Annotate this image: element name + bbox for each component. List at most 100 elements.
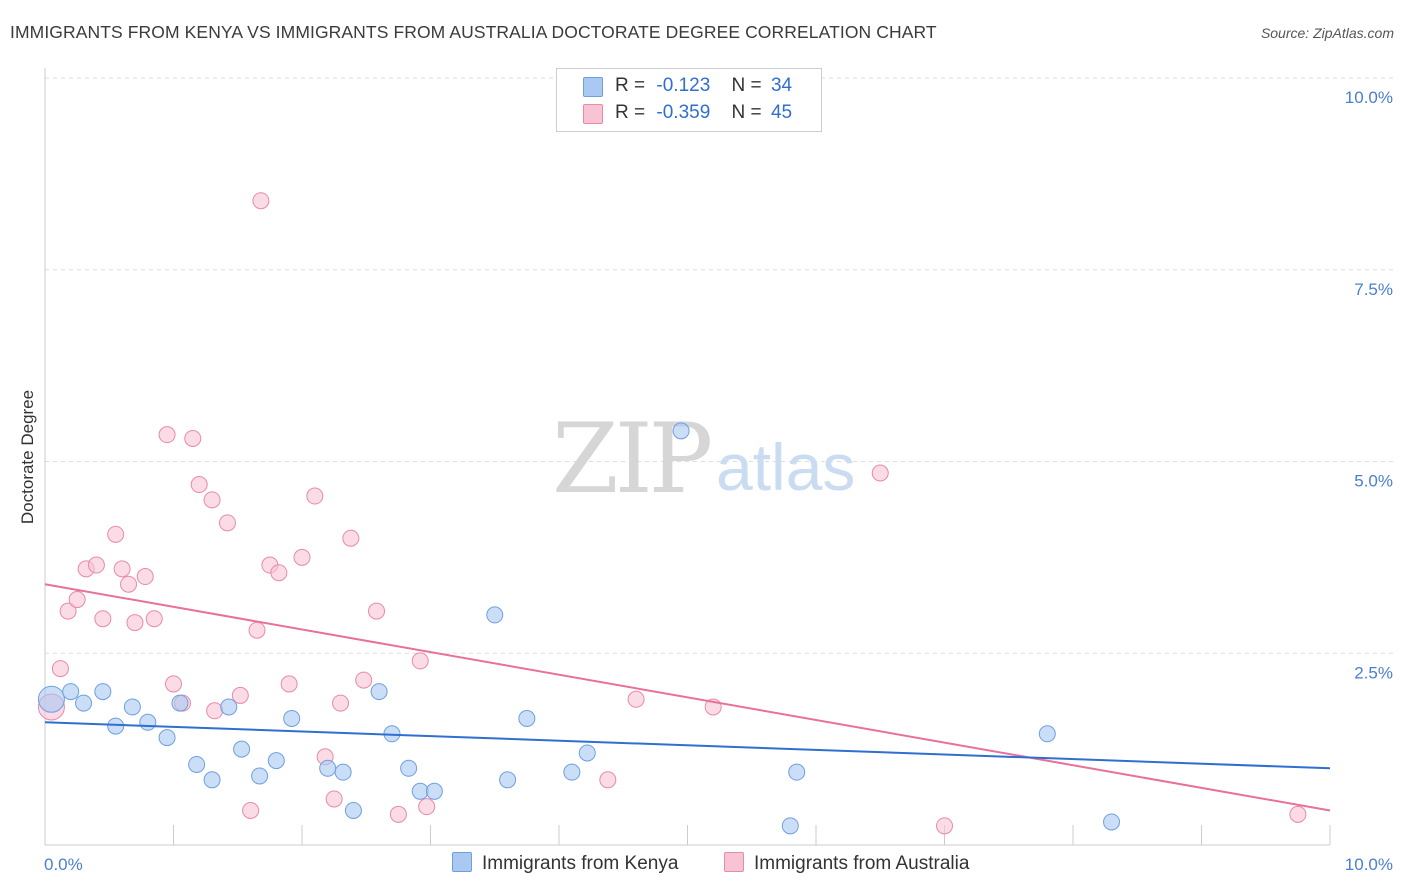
kenya-swatch <box>583 77 603 97</box>
bottom-legend-australia: Immigrants from Australia <box>724 852 969 875</box>
australia-point <box>113 560 131 578</box>
x-tick-label: 0.0% <box>44 855 83 874</box>
australia-point <box>165 675 182 693</box>
kenya-point <box>672 422 690 440</box>
kenya-point <box>220 698 238 716</box>
australia-trend-line <box>44 583 1331 812</box>
r-value: -0.123 <box>656 75 711 96</box>
kenya-trend-line <box>44 721 1331 770</box>
australia-point <box>184 429 202 447</box>
australia-point <box>231 686 249 704</box>
kenya-point <box>203 771 221 789</box>
australia-swatch <box>583 104 603 124</box>
kenya-point <box>251 767 269 785</box>
australia-point <box>120 575 138 593</box>
kenya-point <box>578 744 596 762</box>
australia-point <box>218 514 236 532</box>
kenya-point <box>107 717 125 735</box>
australia-point <box>190 476 208 494</box>
x-tick-label: 10.0% <box>1345 855 1393 874</box>
kenya-point <box>400 759 418 777</box>
australia-point <box>871 464 889 482</box>
australia-legend-label: Immigrants from Australia <box>754 853 970 874</box>
kenya-point <box>411 782 429 800</box>
australia-point <box>342 529 360 547</box>
kenya-point <box>267 752 285 770</box>
australia-point <box>306 487 324 505</box>
australia-point <box>51 660 69 678</box>
australia-point <box>411 652 429 670</box>
kenya-point <box>788 763 806 781</box>
australia-point <box>418 798 436 816</box>
australia-point <box>270 564 288 582</box>
australia-point <box>126 614 144 632</box>
australia-point <box>206 702 224 720</box>
kenya-point <box>62 683 80 701</box>
australia-point <box>627 690 645 708</box>
australia-point <box>599 771 617 789</box>
australia-point <box>252 192 270 210</box>
trend-lines <box>44 583 1331 812</box>
australia-point <box>389 805 407 823</box>
n-label: N = <box>731 102 762 123</box>
kenya-point <box>171 694 189 712</box>
y-tick-label: 7.5% <box>1354 280 1393 299</box>
y-tick-label: 5.0% <box>1354 472 1393 491</box>
australia-point <box>248 621 266 639</box>
correlation-legend: R = -0.123 N = 34 R = -0.359 N = 45 <box>556 68 822 132</box>
tick-labels: 2.5% 5.0% 7.5% 10.0% 0.0% 10.0% <box>44 88 1393 874</box>
australia-point <box>293 548 311 566</box>
kenya-point <box>123 698 141 716</box>
australia-point <box>68 591 86 609</box>
kenya-point <box>75 694 93 712</box>
kenya-point <box>344 801 362 819</box>
n-label: N = <box>731 75 762 96</box>
kenya-point <box>37 685 65 713</box>
australia-point <box>242 801 260 819</box>
kenya-point <box>370 683 388 701</box>
kenya-point <box>139 713 157 731</box>
chart-title: IMMIGRANTS FROM KENYA VS IMMIGRANTS FROM… <box>10 22 937 42</box>
bottom-legend-kenya: Immigrants from Kenya <box>452 852 678 875</box>
watermark-atlas: atlas <box>716 430 855 504</box>
australia-point <box>355 671 373 689</box>
kenya-point <box>518 709 536 727</box>
australia-point <box>203 491 221 509</box>
r-label: R = <box>615 102 646 123</box>
kenya-points <box>37 422 1121 835</box>
kenya-point <box>158 729 176 747</box>
kenya-point <box>425 782 443 800</box>
y-tick-label: 2.5% <box>1354 663 1393 682</box>
kenya-legend-swatch <box>452 852 472 872</box>
source-label: Source: ZipAtlas.com <box>1260 25 1394 41</box>
kenya-point <box>486 606 504 624</box>
y-axis-label: Doctorate Degree <box>18 390 37 524</box>
australia-point <box>145 610 163 628</box>
australia-point <box>332 694 350 712</box>
kenya-point <box>319 759 337 777</box>
australia-point <box>368 602 386 620</box>
australia-point <box>936 817 953 835</box>
r-value: -0.359 <box>656 102 711 123</box>
kenya-point <box>188 755 206 773</box>
australia-point <box>136 568 154 586</box>
kenya-point <box>563 763 581 781</box>
n-value: 34 <box>770 75 793 96</box>
kenya-point <box>283 709 301 727</box>
australia-point <box>1289 805 1307 823</box>
n-value: 45 <box>770 102 793 123</box>
kenya-legend-label: Immigrants from Kenya <box>482 853 679 874</box>
australia-point <box>59 602 77 620</box>
australia-point <box>87 556 105 574</box>
watermark-zip: ZIP <box>552 403 711 515</box>
kenya-point <box>233 740 251 758</box>
australia-legend-swatch <box>724 852 744 872</box>
kenya-point <box>94 683 112 701</box>
kenya-point <box>499 771 517 789</box>
australia-point <box>94 610 112 628</box>
kenya-point <box>1103 813 1121 831</box>
r-label: R = <box>615 75 646 96</box>
australia-point <box>158 426 176 444</box>
grid-lines <box>45 77 1395 654</box>
